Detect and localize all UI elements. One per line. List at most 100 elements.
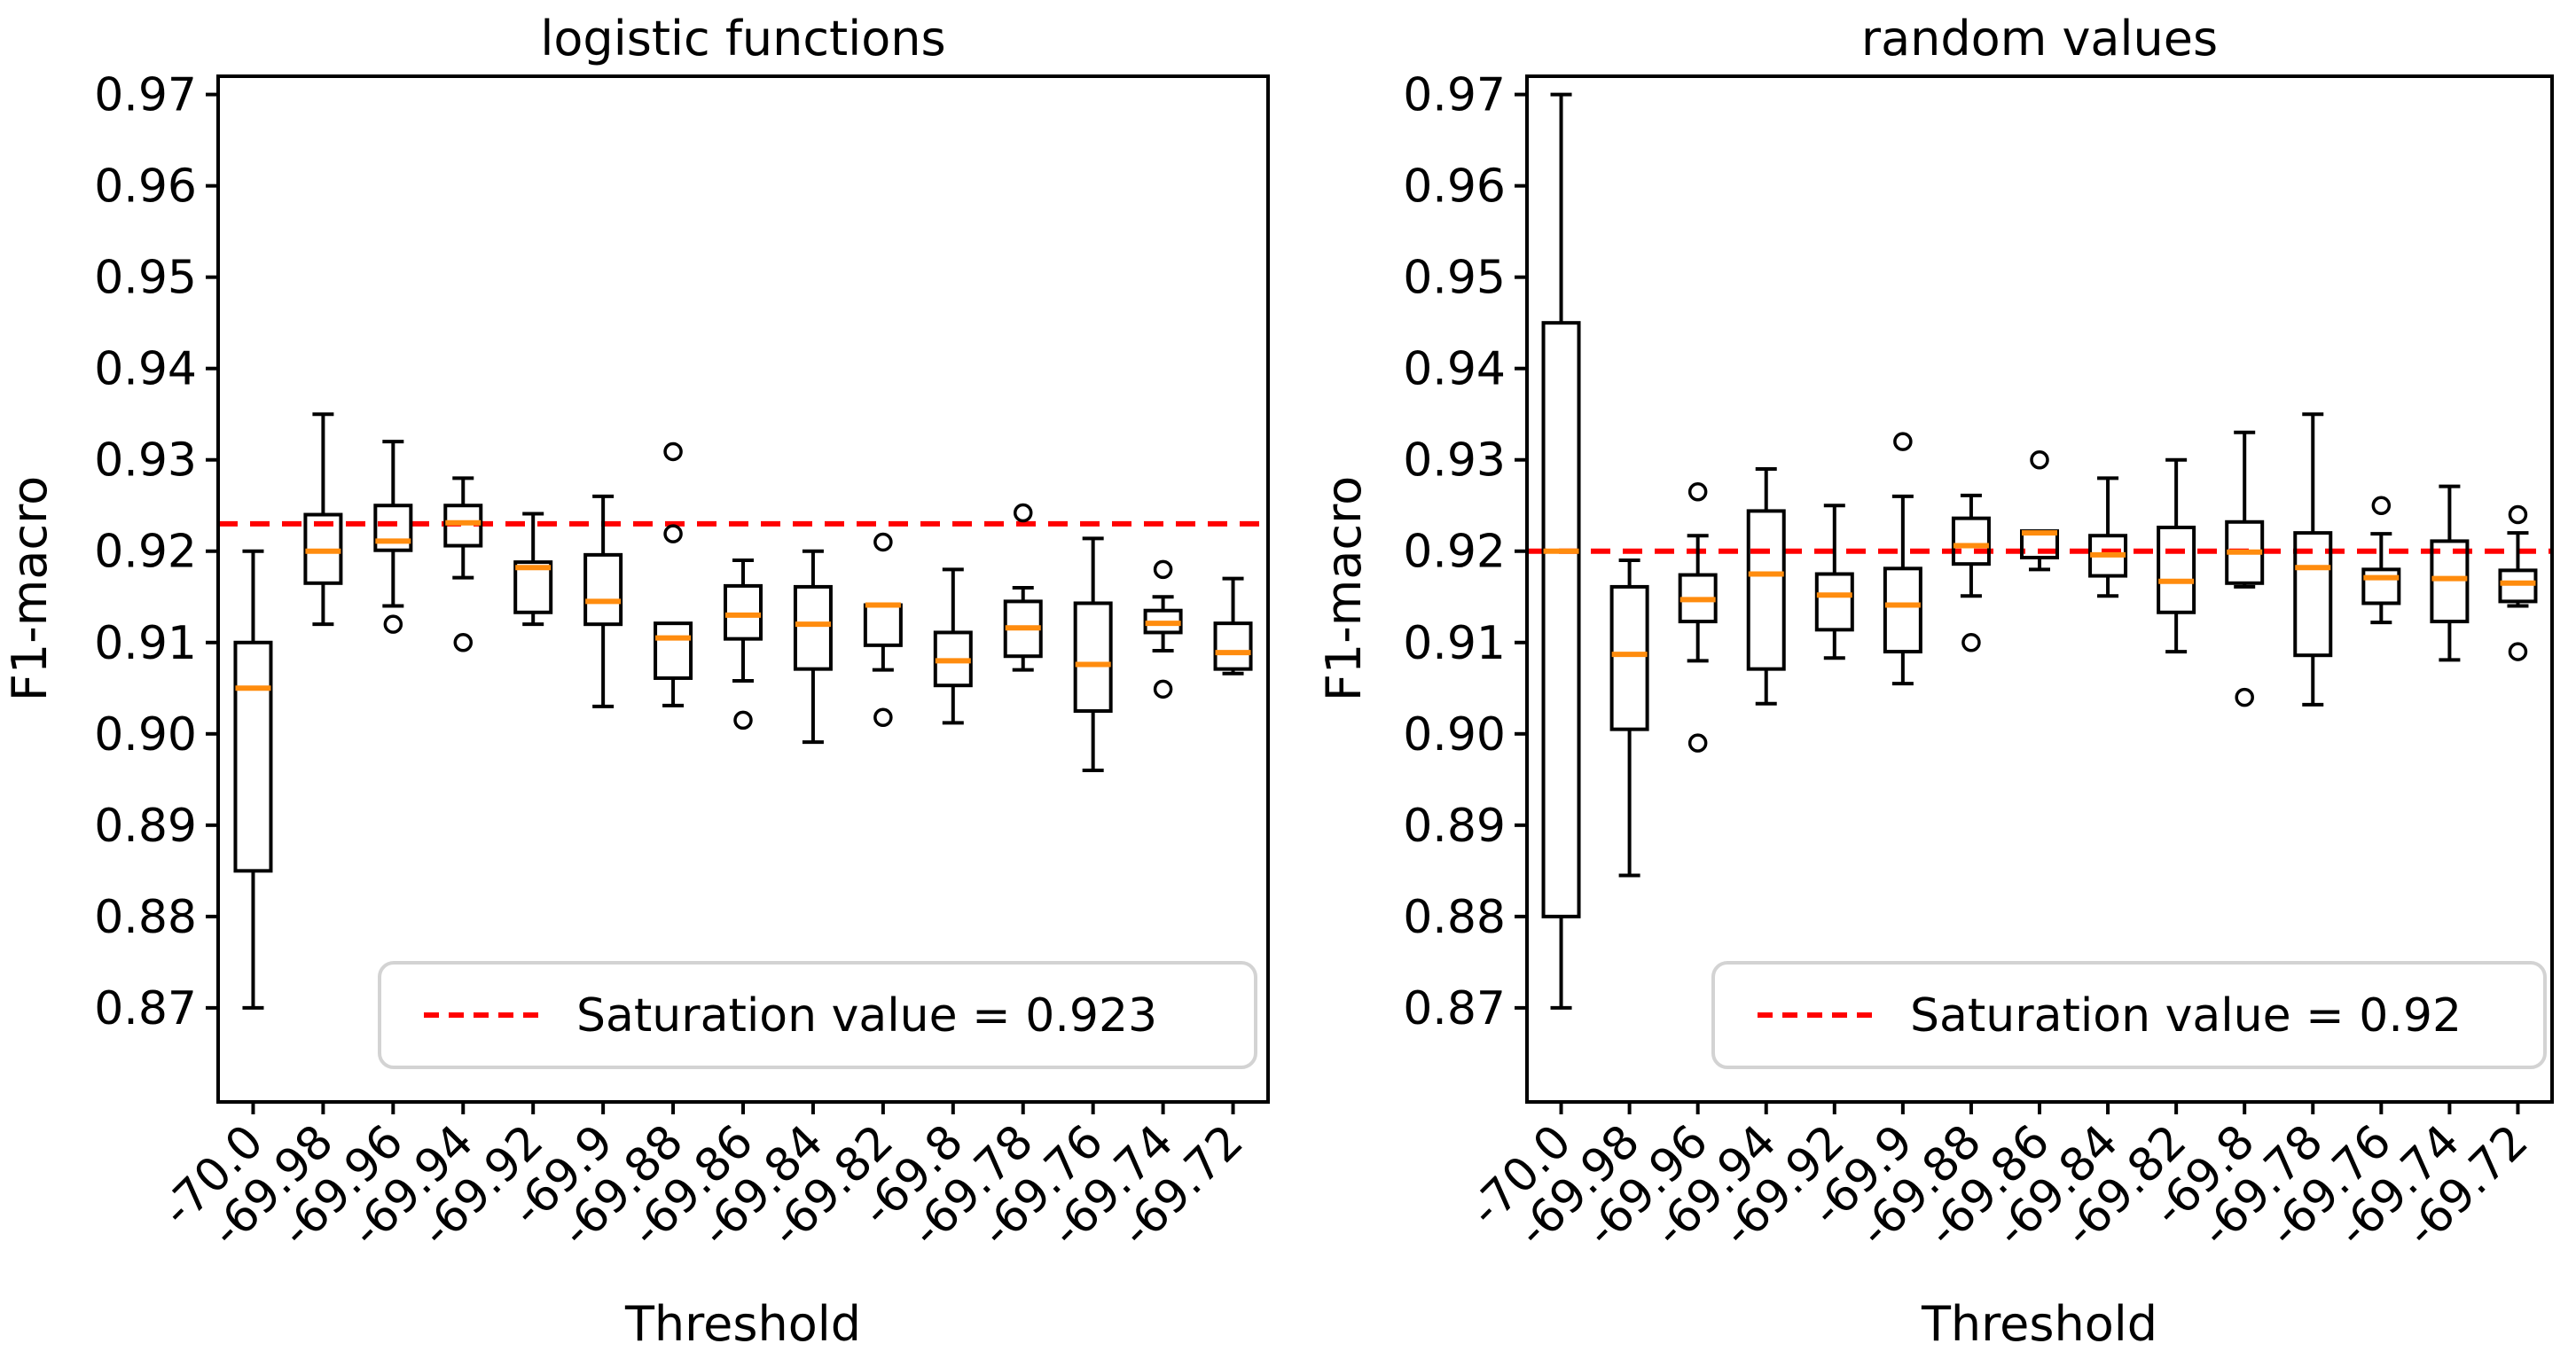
y-tick-label: 0.89 xyxy=(1403,800,1506,853)
y-tick-label: 0.94 xyxy=(94,343,197,396)
x-axis-label: Threshold xyxy=(1921,1296,2157,1352)
iqr-box xyxy=(513,560,553,614)
plot-area: 0.87 0.88 0.89 0.90 0.91 0.92 0.93 0.94 0.95 0.96… xyxy=(1403,69,2554,1258)
y-axis-label: F1-macro xyxy=(2,476,58,701)
outlier-point xyxy=(663,524,683,543)
box-plot-group xyxy=(793,549,833,745)
box-plot-group xyxy=(1541,92,1581,1010)
y-tick-label: 0.96 xyxy=(1403,160,1506,214)
plot-area: 0.87 0.88 0.89 0.90 0.91 0.92 0.93 0.94 0.95 0.96… xyxy=(94,69,1270,1258)
box-plot-group xyxy=(2361,496,2401,625)
iqr-box xyxy=(1073,601,1113,714)
panel-random-values: random values F1-macro Threshold 0.870.8… xyxy=(1316,11,2554,1352)
box-plot-group xyxy=(1073,536,1113,773)
iqr-box xyxy=(373,504,413,552)
y-tick-label: 0.94 xyxy=(1403,343,1506,396)
box-plot-group xyxy=(1883,432,1922,686)
box-plot-group xyxy=(2225,430,2265,707)
outlier-point xyxy=(2235,687,2254,707)
y-tick-label: 0.93 xyxy=(1403,434,1506,488)
box-plot-group xyxy=(2020,449,2059,572)
y-tick-label: 0.87 xyxy=(1403,982,1506,1035)
outlier-point xyxy=(1153,679,1173,699)
outlier-point xyxy=(1687,482,1708,502)
box-plot-group xyxy=(513,512,553,627)
box-plot-group xyxy=(1609,559,1649,878)
outlier-point xyxy=(2508,504,2528,525)
iqr-box xyxy=(724,583,763,641)
y-tick-label: 0.95 xyxy=(1403,252,1506,305)
outlier-point xyxy=(2508,642,2528,661)
outlier-point xyxy=(2371,496,2392,515)
iqr-box xyxy=(2361,567,2401,605)
box-plot-group xyxy=(2088,476,2128,598)
box-plot-group xyxy=(583,494,623,708)
iqr-box xyxy=(863,603,903,647)
y-axis-label: F1-macro xyxy=(1316,476,1372,701)
box-plot-group xyxy=(724,559,763,730)
box-plot-group xyxy=(2430,484,2470,662)
y-tick-label: 0.96 xyxy=(94,160,197,214)
outlier-point xyxy=(1687,733,1708,753)
iqr-box xyxy=(233,640,273,873)
legend: Saturation value = 0.923 xyxy=(378,961,1257,1069)
iqr-box xyxy=(1213,621,1253,671)
iqr-box xyxy=(654,621,693,680)
box-plot-group xyxy=(1746,467,1786,706)
iqr-box xyxy=(1951,516,1991,566)
y-tick-label: 0.97 xyxy=(1403,69,1506,122)
y-tick-label: 0.91 xyxy=(94,617,197,670)
iqr-box xyxy=(1541,321,1581,918)
iqr-box xyxy=(2157,525,2196,614)
outlier-point xyxy=(2030,449,2049,470)
box-plot-group xyxy=(443,476,483,652)
legend-label: Saturation value = 0.923 xyxy=(576,989,1157,1043)
box-plot-group xyxy=(1003,503,1043,672)
box-plot-group xyxy=(1678,482,1718,753)
legend-label: Saturation value = 0.92 xyxy=(1910,989,2462,1043)
outlier-point xyxy=(663,441,683,462)
y-tick-label: 0.93 xyxy=(94,434,197,488)
outlier-point xyxy=(383,614,403,634)
outlier-point xyxy=(1893,432,1913,451)
iqr-box xyxy=(2293,531,2333,658)
box-plot-group xyxy=(373,440,413,634)
y-tick-label: 0.91 xyxy=(1403,617,1506,670)
y-tick-label: 0.95 xyxy=(94,252,197,305)
y-tick-label: 0.92 xyxy=(1403,526,1506,579)
outlier-point xyxy=(1153,559,1173,580)
iqr-box xyxy=(1814,572,1854,632)
box-plot-group xyxy=(1814,504,1854,660)
iqr-box xyxy=(583,552,623,627)
outlier-point xyxy=(873,707,893,728)
axes-frame xyxy=(216,74,1270,1104)
iqr-box xyxy=(1609,584,1649,731)
y-tick-label: 0.88 xyxy=(94,891,197,944)
panel-title: logistic functions xyxy=(540,11,945,66)
x-axis-label: Threshold xyxy=(624,1296,861,1352)
box-plot-group xyxy=(233,549,273,1010)
iqr-box xyxy=(2498,568,2538,604)
legend-box xyxy=(378,961,1257,1069)
axes-frame xyxy=(1525,74,2554,1104)
panel-logistic-functions: logistic functions F1-macro Threshold 0.… xyxy=(2,11,1270,1352)
box-plot-group xyxy=(2498,504,2538,661)
iqr-box xyxy=(793,584,833,671)
y-tick-label: 0.97 xyxy=(94,69,197,122)
box-plot-group xyxy=(303,412,343,627)
y-tick-label: 0.90 xyxy=(1403,708,1506,762)
y-tick-label: 0.90 xyxy=(94,708,197,762)
box-plot-group xyxy=(863,532,903,728)
outlier-point xyxy=(1961,633,1981,652)
outlier-point xyxy=(453,633,474,652)
box-plot-group xyxy=(1143,559,1183,699)
box-plot-group xyxy=(933,567,973,725)
iqr-box xyxy=(443,504,483,548)
y-tick-label: 0.89 xyxy=(94,800,197,853)
outlier-point xyxy=(733,710,753,730)
legend-box xyxy=(1711,961,2547,1069)
y-tick-label: 0.92 xyxy=(94,526,197,579)
legend: Saturation value = 0.92 xyxy=(1711,961,2547,1069)
